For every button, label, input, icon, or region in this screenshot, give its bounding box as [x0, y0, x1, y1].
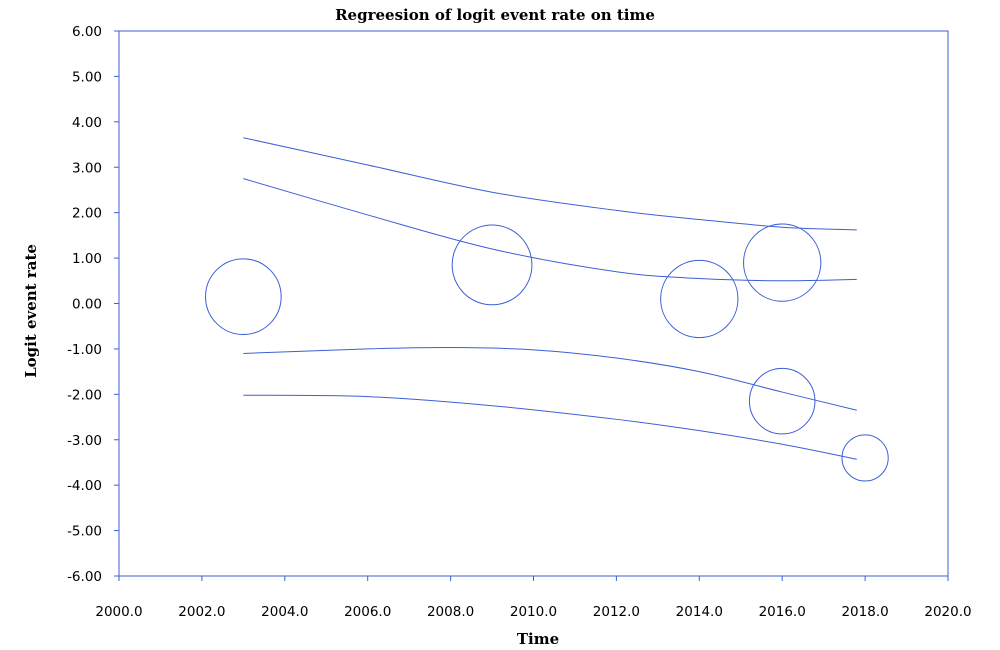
y-tick-label: 5.00 [72, 69, 102, 85]
x-tick-label: 2000.0 [95, 604, 142, 620]
study-point [743, 223, 822, 302]
y-tick-label: 1.00 [72, 251, 102, 267]
x-tick-label: 2004.0 [261, 604, 308, 620]
y-tick-label: -5.00 [67, 524, 102, 540]
y-tick-label: 2.00 [72, 206, 102, 222]
x-tick-label: 2012.0 [593, 604, 640, 620]
study-point [451, 224, 533, 306]
y-axis-title: Logit event rate [22, 244, 40, 378]
x-axis-title: Time [517, 630, 559, 648]
regression-line [243, 178, 857, 282]
regression-lines [243, 137, 857, 460]
x-tick-label: 2020.0 [924, 604, 971, 620]
y-tick-label: -6.00 [67, 569, 102, 585]
x-tick-label: 2018.0 [841, 604, 888, 620]
y-tick-label: -4.00 [67, 478, 102, 494]
regression-line [243, 394, 857, 460]
study-point [205, 258, 282, 335]
study-point [748, 367, 816, 435]
study-point [841, 434, 889, 482]
x-axis: 2000.0 2002.0 2004.0 2006.0 2008.0 2010.0 2012… [95, 576, 972, 620]
y-tick-label: 3.00 [72, 160, 102, 176]
data-points [205, 223, 889, 482]
study-point [660, 259, 739, 339]
x-tick-label: 2008.0 [427, 604, 474, 620]
y-axis: 6.00 5.00 4.00 3.00 2.00 1.00 0.00 -1.00 -2.00 -3… [67, 24, 119, 585]
regression-line [243, 347, 857, 411]
x-tick-label: 2014.0 [676, 604, 723, 620]
y-tick-label: 4.00 [72, 115, 102, 131]
x-tick-label: 2002.0 [178, 604, 225, 620]
chart-title: Regreesion of logit event rate on time [335, 6, 655, 24]
y-tick-label: -2.00 [67, 387, 102, 403]
x-tick-label: 2010.0 [510, 604, 557, 620]
y-tick-label: -1.00 [67, 342, 102, 358]
plot-area [118, 30, 949, 577]
x-tick-label: 2006.0 [344, 604, 391, 620]
y-tick-label: 0.00 [72, 297, 102, 313]
x-tick-label: 2016.0 [759, 604, 806, 620]
regression-line [243, 137, 857, 231]
y-tick-label: -3.00 [67, 433, 102, 449]
y-tick-label: 6.00 [72, 24, 102, 40]
